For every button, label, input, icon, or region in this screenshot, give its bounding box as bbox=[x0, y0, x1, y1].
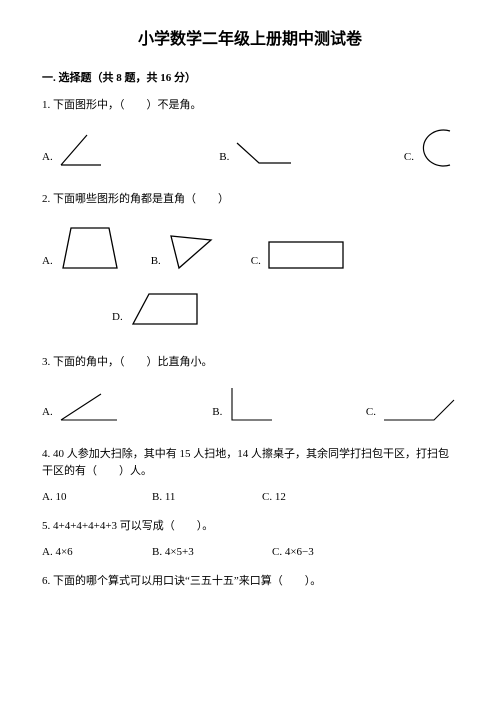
q3-opt-c: C. bbox=[366, 390, 458, 424]
question-1: 1. 下面图形中，（ ）不是角。 bbox=[42, 97, 458, 114]
angle-obtuse-icon bbox=[233, 135, 295, 169]
angle-acute-icon bbox=[57, 129, 111, 169]
rectangle-icon bbox=[265, 236, 347, 274]
page-title: 小学数学二年级上册期中测试卷 bbox=[42, 28, 458, 52]
acute-angle-icon bbox=[57, 388, 125, 424]
triangle-icon bbox=[165, 230, 223, 274]
obtuse-angle-icon bbox=[380, 390, 458, 424]
section-heading: 一. 选择题（共 8 题，共 16 分） bbox=[42, 70, 458, 87]
q3-opt-a: A. bbox=[42, 388, 125, 424]
q4-options: A. 10 B. 11 C. 12 bbox=[42, 489, 458, 506]
q5-opt-c: C. 4×6−3 bbox=[272, 544, 314, 561]
opt-label: C. bbox=[366, 404, 376, 421]
opt-label: B. bbox=[151, 253, 161, 270]
q5-opt-a: A. 4×6 bbox=[42, 544, 152, 561]
trapezoid-icon bbox=[57, 222, 123, 274]
q3-options: A. B. C. bbox=[42, 384, 458, 424]
q1-opt-c: C. bbox=[404, 127, 458, 169]
right-angle-icon bbox=[226, 384, 278, 424]
right-trapezoid-icon bbox=[127, 288, 205, 330]
q1-opt-b: B. bbox=[219, 135, 295, 169]
q4-opt-c: C. 12 bbox=[262, 489, 286, 506]
arc-icon bbox=[418, 127, 458, 169]
opt-label: A. bbox=[42, 253, 53, 270]
question-4: 4. 40 人参加大扫除，其中有 15 人扫地，14 人擦桌子，其余同学打扫包干… bbox=[42, 446, 458, 479]
q3-opt-b: B. bbox=[212, 384, 278, 424]
opt-label: C. bbox=[251, 253, 261, 270]
q2-opt-a: A. bbox=[42, 222, 123, 274]
q2-opt-d: D. bbox=[112, 288, 458, 330]
q1-opt-a: A. bbox=[42, 129, 111, 169]
q4-opt-b: B. 11 bbox=[152, 489, 262, 506]
question-2: 2. 下面哪些图形的角都是直角（ ） bbox=[42, 191, 458, 208]
q1-options: A. B. C. bbox=[42, 127, 458, 169]
question-5: 5. 4+4+4+4+4+3 可以写成（ ）。 bbox=[42, 518, 458, 535]
question-3: 3. 下面的角中，（ ）比直角小。 bbox=[42, 354, 458, 371]
opt-label: D. bbox=[112, 309, 123, 326]
q2-opt-c: C. bbox=[251, 222, 347, 274]
opt-label: A. bbox=[42, 404, 53, 421]
opt-label: B. bbox=[212, 404, 222, 421]
question-6: 6. 下面的哪个算式可以用口诀“三五十五”来口算（ ）。 bbox=[42, 573, 458, 590]
opt-label: C. bbox=[404, 149, 414, 166]
opt-label: B. bbox=[219, 149, 229, 166]
q2-options: A. B. C. D. bbox=[42, 222, 458, 344]
q5-options: A. 4×6 B. 4×5+3 C. 4×6−3 bbox=[42, 544, 458, 561]
opt-label: A. bbox=[42, 149, 53, 166]
q2-opt-b: B. bbox=[151, 222, 223, 274]
q4-opt-a: A. 10 bbox=[42, 489, 152, 506]
q5-opt-b: B. 4×5+3 bbox=[152, 544, 272, 561]
